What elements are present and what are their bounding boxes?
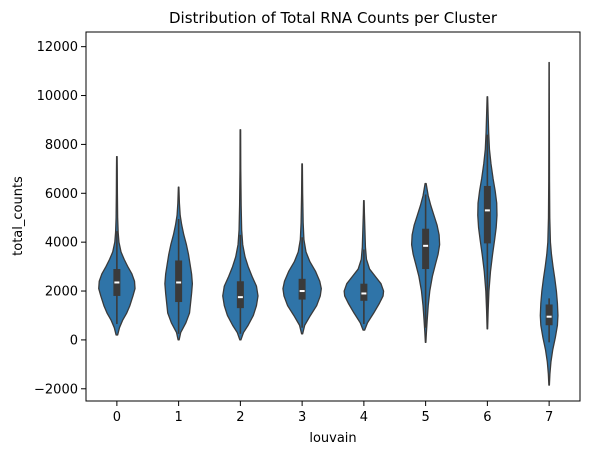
violin-iqr-box [422, 228, 430, 270]
x-tick-label: 0 [113, 410, 121, 425]
chart-title: Distribution of Total RNA Counts per Clu… [169, 9, 498, 27]
violins-group [98, 61, 559, 386]
violin-iqr-box [236, 281, 244, 309]
violin-iqr-box [360, 283, 368, 301]
x-axis-label: louvain [309, 431, 356, 446]
violin-cluster-1 [164, 186, 194, 341]
y-tick-label: 10000 [37, 89, 78, 104]
violin-cluster-5 [410, 182, 441, 343]
x-tick-label: 5 [421, 410, 429, 425]
y-tick-label: 4000 [45, 236, 78, 251]
x-tick-label: 6 [483, 410, 491, 425]
y-tick-label: 6000 [45, 187, 78, 202]
y-tick-label: 2000 [45, 285, 78, 300]
y-tick-label: 8000 [45, 138, 78, 153]
x-tick-label: 3 [298, 410, 306, 425]
y-tick-label: 0 [70, 333, 78, 348]
violin-cluster-6 [477, 96, 498, 330]
x-axis: 0 1 2 3 4 5 6 7 [113, 401, 553, 425]
violin-cluster-3 [282, 163, 322, 335]
violin-iqr-box [298, 278, 306, 300]
violin-cluster-7 [539, 61, 559, 386]
violin-iqr-box [175, 260, 183, 303]
x-tick-label: 2 [236, 410, 244, 425]
violin-iqr-box [483, 185, 491, 244]
y-axis-label: total_counts [11, 176, 26, 256]
violin-cluster-4 [343, 199, 385, 331]
x-tick-label: 1 [174, 410, 182, 425]
violin-cluster-2 [222, 129, 259, 341]
violin-iqr-box [545, 304, 553, 326]
x-tick-label: 7 [545, 410, 553, 425]
y-axis: −2000 0 2000 4000 6000 8000 10000 12000 [34, 40, 86, 397]
y-tick-label: −2000 [34, 382, 78, 397]
plot-area-frame [85, 31, 581, 402]
violin-body [539, 61, 559, 386]
violin-cluster-0 [98, 155, 136, 336]
y-tick-label: 12000 [37, 40, 78, 55]
x-tick-label: 4 [360, 410, 368, 425]
